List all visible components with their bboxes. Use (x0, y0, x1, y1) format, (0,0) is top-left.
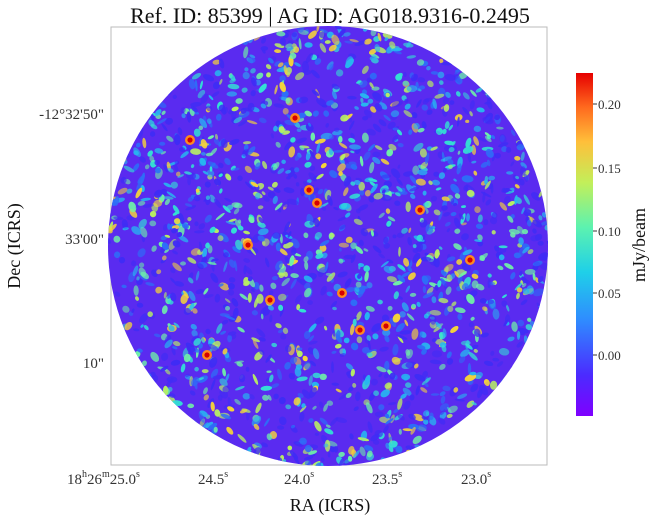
x-tick-label: 23.5s (372, 469, 402, 488)
colorbar-label: mJy/beam (629, 208, 649, 282)
figure-title: Ref. ID: 85399 | AG ID: AG018.9316-0.249… (130, 3, 530, 28)
x-tick-label: 23.0s (461, 469, 491, 488)
colorbar-ticks: 0.20 0.15 0.10 0.05 0.00 (593, 97, 621, 363)
colorbar-tick-label: 0.00 (598, 348, 621, 363)
intensity-map (108, 26, 548, 466)
y-tick-label: 33'00" (65, 232, 104, 248)
noise-texture (108, 26, 548, 466)
colorbar-tick-label: 0.15 (598, 161, 621, 176)
x-tick-label: 24.5s (198, 469, 228, 488)
x-tick-label: 24.0s (284, 469, 314, 488)
colorbar-tick-label: 0.10 (598, 224, 621, 239)
x-tick-label: 18h26m25.0s (67, 469, 140, 488)
colorbar-tick-label: 0.20 (598, 97, 621, 112)
x-axis-label: RA (ICRS) (290, 495, 371, 516)
y-axis-label: Dec (ICRS) (4, 203, 25, 288)
colorbar-tick-label: 0.05 (598, 286, 621, 301)
y-tick-label: -12°32'50" (39, 107, 104, 123)
colorbar (576, 73, 593, 416)
y-tick-label: 10" (83, 356, 104, 372)
